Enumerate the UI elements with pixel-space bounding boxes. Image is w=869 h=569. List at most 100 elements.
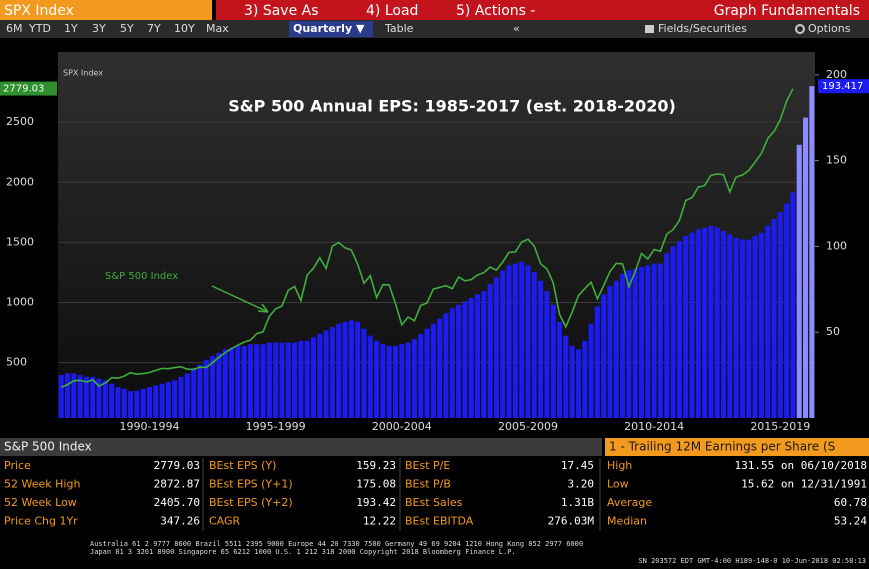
eps-bar [430, 323, 436, 418]
eps-bar [702, 227, 708, 418]
y2-tick-label: 200 [826, 68, 847, 81]
stat-value: 131.55 on 06/10/2018 [735, 459, 867, 472]
eps-bar [506, 265, 512, 418]
y2-tick-label: 150 [826, 154, 847, 167]
eps-bar [228, 347, 235, 418]
eps-bar [676, 241, 682, 418]
eps-bar [134, 390, 140, 418]
period-button[interactable]: 1Y [64, 22, 78, 35]
table-button[interactable]: Table [384, 22, 414, 35]
eps-bar [487, 284, 493, 418]
period-button[interactable]: YTD [28, 22, 51, 35]
eps-bar [146, 387, 152, 418]
eps-bar [235, 345, 241, 418]
period-button[interactable]: 10Y [174, 22, 195, 35]
eps-bar [216, 352, 222, 418]
eps-bar [525, 265, 531, 418]
eps-bar [355, 321, 361, 418]
stat-label: BEst Sales [405, 496, 463, 509]
eps-bar [374, 340, 380, 418]
frequency-box [289, 21, 373, 37]
eps-bar [405, 342, 411, 418]
eps-bar [121, 388, 127, 418]
menu-item[interactable]: 5) Actions - [456, 3, 535, 19]
fields-icon [645, 25, 654, 33]
options-button[interactable]: Options [808, 22, 851, 35]
eps-bar [292, 342, 298, 418]
stat-label: BEst EPS (Y) [209, 459, 276, 472]
footer-line: SN 203572 EDT GMT-4:00 H189-148-0 10-Jun… [638, 557, 866, 565]
eps-bar [443, 313, 449, 418]
frequency-select[interactable]: Quarterly ▼ [293, 22, 365, 35]
eps-bar [588, 323, 594, 418]
eps-bar [115, 387, 121, 418]
period-button[interactable]: 3Y [92, 22, 106, 35]
stat-value: 193.42 [356, 496, 396, 509]
footer-line: Australia 61 2 9777 8600 Brazil 5511 239… [90, 540, 583, 548]
stat-label: CAGR [209, 515, 241, 528]
eps-bar [386, 345, 392, 418]
eps-bar [411, 339, 417, 418]
eps-bar [367, 335, 373, 418]
stats-header [0, 438, 602, 456]
stat-label: Low [607, 478, 629, 491]
eps-bar [64, 373, 70, 418]
eps-bar [721, 230, 727, 418]
stat-label: High [607, 459, 632, 472]
collapse-button[interactable]: « [513, 22, 520, 35]
eps-bar [765, 225, 771, 418]
eps-bar [620, 273, 626, 418]
chart-title: S&P 500 Annual EPS: 1985-2017 (est. 2018… [228, 97, 676, 116]
stat-value: 60.78 [834, 496, 867, 509]
period-button[interactable]: Max [206, 22, 229, 35]
screen-title: Graph Fundamentals [714, 3, 860, 19]
eps-bar [481, 291, 487, 418]
stat-label: Median [607, 515, 647, 528]
eps-bar [247, 344, 253, 418]
eps-bar [695, 229, 701, 418]
period-button[interactable]: 6M [6, 22, 23, 35]
stat-value: 17.45 [561, 459, 594, 472]
eps-bar [752, 236, 758, 418]
eps-bar [563, 335, 569, 418]
eps-bar [626, 270, 632, 418]
y2-tick-label: 100 [826, 239, 847, 252]
last-price-tag [0, 81, 57, 96]
eps-bar [790, 192, 796, 418]
eps-bar [651, 263, 657, 418]
period-button[interactable]: 5Y [120, 22, 134, 35]
stat-label: BEst EPS (Y+1) [209, 478, 293, 491]
menu-item[interactable]: 3) Save As [244, 3, 319, 19]
stat-value: 15.62 on 12/31/1991 [741, 478, 867, 491]
eps-bar [758, 232, 764, 418]
eps-bar [266, 342, 272, 418]
fields-button[interactable]: Fields/Securities [658, 22, 747, 35]
menu-item[interactable]: 4) Load [366, 3, 418, 19]
eps-bar [424, 328, 430, 418]
stat-value: 2779.03 [154, 459, 200, 472]
metric-select[interactable]: 1 - Trailing 12M Earnings per Share (S [609, 440, 835, 454]
eps-bar [254, 344, 260, 418]
eps-bar [273, 342, 279, 418]
eps-bar [203, 359, 209, 418]
stat-value: 2405.70 [154, 496, 200, 509]
eps-bar [512, 263, 518, 418]
eps-bar [632, 268, 638, 418]
y-tick-label: 2500 [6, 115, 34, 128]
eps-bar [670, 246, 676, 418]
period-button[interactable]: 7Y [147, 22, 161, 35]
eps-bar [71, 373, 77, 418]
stat-value: 53.24 [834, 515, 867, 528]
eps-bar [538, 280, 544, 418]
eps-bar [727, 234, 733, 418]
eps-bar [569, 345, 575, 418]
eps-bar [714, 227, 720, 418]
eps-bar [708, 225, 714, 418]
eps-bar [348, 320, 354, 418]
stat-value: 347.26 [160, 515, 200, 528]
eps-bar [418, 333, 424, 418]
eps-bar [683, 236, 689, 418]
eps-bar [159, 383, 165, 418]
eps-bar [645, 265, 651, 418]
